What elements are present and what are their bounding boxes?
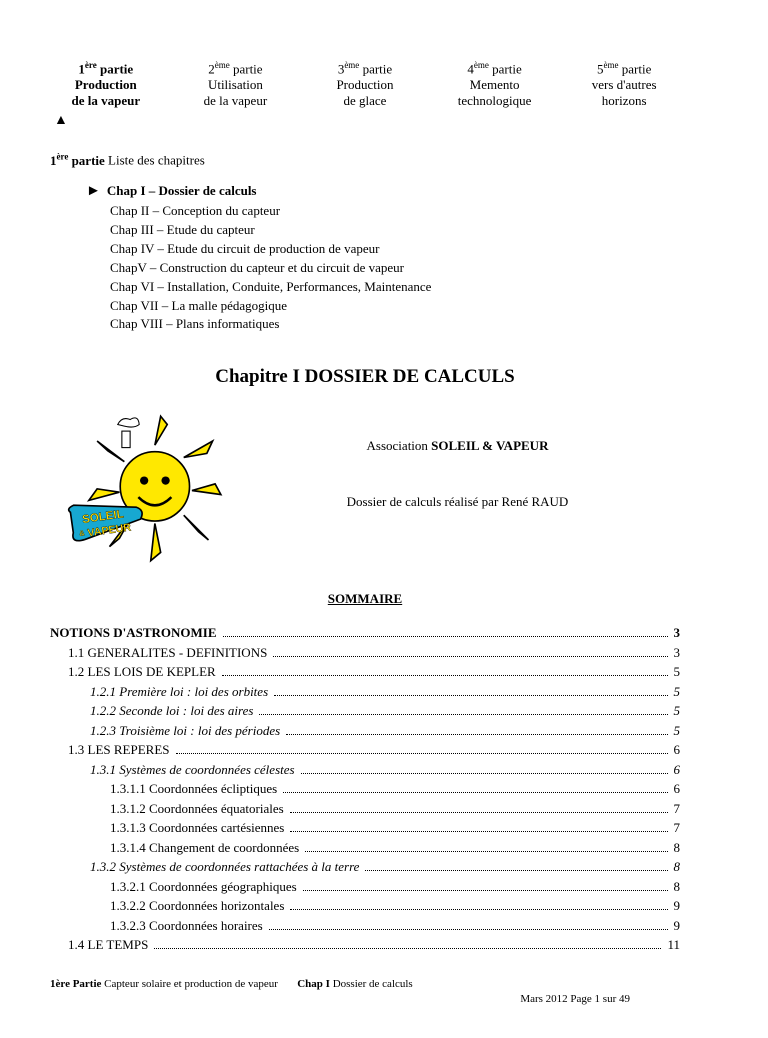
nav-part-3[interactable]: 3ème partieProductionde glace	[309, 60, 421, 109]
toc-entry[interactable]: 1.3.2.2 Coordonnées horizontales 9	[50, 896, 680, 916]
nav-part-5[interactable]: 5ème partievers d'autreshorizons	[568, 60, 680, 109]
nav-part-2[interactable]: 2ème partieUtilisationde la vapeur	[180, 60, 292, 109]
chapter-item[interactable]: Chap IV – Etude du circuit de production…	[110, 240, 680, 259]
association-line: Association SOLEIL & VAPEUR	[235, 438, 680, 454]
toc-entry[interactable]: 1.3.1.2 Coordonnées équatoriales 7	[50, 799, 680, 819]
logo-credit-row: SOLEIL & VAPEUR Association SOLEIL & VAP…	[50, 408, 680, 573]
document-page: 1ère partieProductionde la vapeur 2ème pa…	[0, 0, 720, 1038]
chapter-title: Chapitre I DOSSIER DE CALCULS	[50, 366, 680, 388]
up-arrow-icon: ▲	[54, 113, 680, 129]
chapter-item[interactable]: Chap VIII – Plans informatiques	[110, 315, 680, 334]
chapter-item[interactable]: ►Chap I – Dossier de calculs	[110, 181, 680, 203]
toc-entry[interactable]: 1.3 LES REPERES 6	[50, 740, 680, 760]
toc-entry[interactable]: 1.2.3 Troisième loi : loi des périodes 5	[50, 721, 680, 741]
footer: 1ère Partie Capteur solaire et productio…	[50, 977, 680, 1008]
chapter-item[interactable]: ChapV – Construction du capteur et du ci…	[110, 259, 680, 278]
toc-entry[interactable]: NOTIONS D'ASTRONOMIE 3	[50, 623, 680, 643]
nav-part-4[interactable]: 4ème partieMementotechnologique	[439, 60, 551, 109]
footer-line-1: 1ère Partie Capteur solaire et productio…	[50, 977, 680, 992]
toc-entry[interactable]: 1.3.2.3 Coordonnées horaires 9	[50, 916, 680, 936]
toc-entry[interactable]: 1.3.1.1 Coordonnées écliptiques 6	[50, 779, 680, 799]
credit-column: Association SOLEIL & VAPEUR Dossier de c…	[235, 408, 680, 510]
top-nav: 1ère partieProductionde la vapeur 2ème pa…	[50, 60, 680, 109]
toc-entry[interactable]: 1.4 LE TEMPS 11	[50, 935, 680, 955]
toc-entry[interactable]: 1.2.2 Seconde loi : loi des aires 5	[50, 701, 680, 721]
current-chapter-icon: ►	[86, 183, 101, 199]
chapter-item[interactable]: Chap VI – Installation, Conduite, Perfor…	[110, 278, 680, 297]
chapter-item[interactable]: Chap VII – La malle pédagogique	[110, 297, 680, 316]
section-label: 1ère partie Liste des chapitres	[50, 151, 680, 168]
toc-entry[interactable]: 1.3.1.3 Coordonnées cartésiennes 7	[50, 818, 680, 838]
logo-sun: SOLEIL & VAPEUR	[50, 408, 235, 573]
chapter-item[interactable]: Chap III – Etude du capteur	[110, 221, 680, 240]
credit-line: Dossier de calculs réalisé par René RAUD	[235, 494, 680, 510]
toc-entry[interactable]: 1.3.1.4 Changement de coordonnées 8	[50, 838, 680, 858]
chapter-list: ►Chap I – Dossier de calculsChap II – Co…	[110, 181, 680, 335]
nav-part-1[interactable]: 1ère partieProductionde la vapeur	[50, 60, 162, 109]
toc-entry[interactable]: 1.2.1 Première loi : loi des orbites 5	[50, 682, 680, 702]
toc-entry[interactable]: 1.2 LES LOIS DE KEPLER 5	[50, 662, 680, 682]
toc-entry[interactable]: 1.3.2.1 Coordonnées géographiques 8	[50, 877, 680, 897]
toc-entry[interactable]: 1.1 GENERALITES - DEFINITIONS 3	[50, 643, 680, 663]
toc-entry[interactable]: 1.3.1 Systèmes de coordonnées célestes 6	[50, 760, 680, 780]
table-of-contents: NOTIONS D'ASTRONOMIE 31.1 GENERALITES - …	[50, 623, 680, 955]
footer-line-2: Mars 2012 Page 1 sur 49	[50, 992, 680, 1007]
sommaire-heading: SOMMAIRE	[50, 591, 680, 607]
toc-entry[interactable]: 1.3.2 Systèmes de coordonnées rattachées…	[50, 857, 680, 877]
chapter-item[interactable]: Chap II – Conception du capteur	[110, 202, 680, 221]
